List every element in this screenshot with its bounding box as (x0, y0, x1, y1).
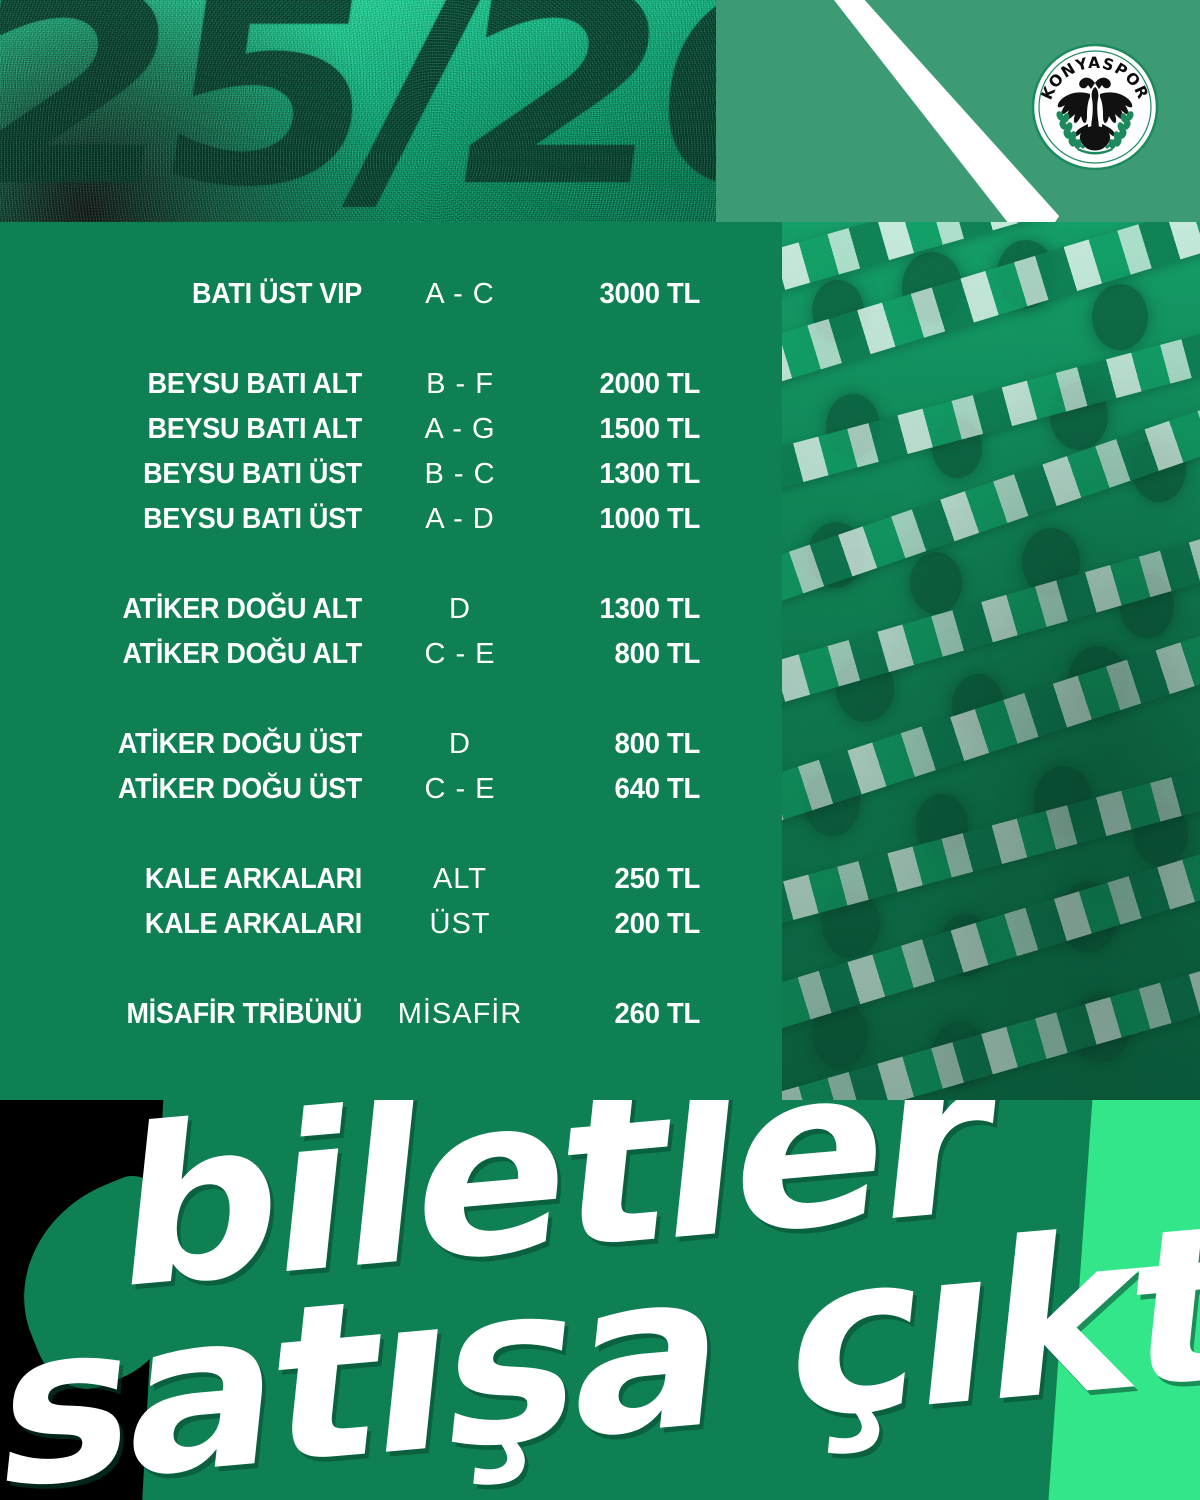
stand-name: MİSAFİR TRİBÜNÜ (126, 998, 362, 1030)
stand-name: KALE ARKALARI (144, 908, 362, 940)
stand-name: ATİKER DOĞU ALT (122, 593, 362, 625)
table-row: ATİKER DOĞU ÜST D 800 TL (0, 722, 782, 767)
table-row: BEYSU BATI ALT B - F 2000 TL (0, 362, 782, 407)
price-value: 1300 TL (599, 593, 701, 625)
price-group-4: KALE ARKALARI ALT 250 TL KALE ARKALARI Ü… (0, 857, 782, 947)
block-label: MİSAFİR (397, 998, 523, 1030)
price-value: 200 TL (614, 908, 701, 940)
price-value: 800 TL (614, 728, 701, 760)
wheat-icon (1056, 111, 1134, 155)
spacer (0, 222, 782, 272)
price-value: 640 TL (614, 773, 701, 805)
price-panel: BATI ÜST VIP A - C 3000 TL BEYSU BATI AL… (0, 222, 782, 1100)
price-table: BATI ÜST VIP A - C 3000 TL BEYSU BATI AL… (0, 222, 782, 1100)
photo-green-tint (782, 222, 1200, 1100)
stand-name: KALE ARKALARI (144, 863, 362, 895)
season-label: 25/26 (0, 0, 716, 222)
header-band: 25/26 KONYASPOR (0, 0, 1200, 222)
price-value: 2000 TL (599, 368, 701, 400)
block-label: B - F (426, 368, 494, 400)
stand-name: BEYSU BATI ÜST (143, 458, 362, 490)
stand-name: ATİKER DOĞU ÜST (117, 773, 362, 805)
stand-name: BEYSU BATI ÜST (143, 503, 362, 535)
price-value: 3000 TL (599, 278, 701, 310)
price-value: 1500 TL (599, 413, 701, 445)
stand-name: ATİKER DOĞU ALT (122, 638, 362, 670)
block-label: C - E (424, 773, 496, 805)
price-group-5: MİSAFİR TRİBÜNÜ MİSAFİR 260 TL (0, 992, 782, 1037)
price-value: 1000 TL (599, 503, 701, 535)
stand-name: ATİKER DOĞU ÜST (117, 728, 362, 760)
stand-name: BEYSU BATI ALT (147, 413, 363, 445)
table-row: KALE ARKALARI ÜST 200 TL (0, 902, 782, 947)
block-label: ALT (432, 863, 488, 895)
price-group-0: BATI ÜST VIP A - C 3000 TL (0, 272, 782, 317)
price-value: 250 TL (614, 863, 701, 895)
price-value: 1300 TL (599, 458, 701, 490)
table-row: BEYSU BATI ÜST B - C 1300 TL (0, 452, 782, 497)
spacer (0, 317, 782, 362)
crest-icon: KONYASPOR (1031, 43, 1159, 171)
crest-year: 1922 (1082, 135, 1107, 146)
table-row: KALE ARKALARI ALT 250 TL (0, 857, 782, 902)
table-row: BEYSU BATI ALT A - G 1500 TL (0, 407, 782, 452)
table-row: BATI ÜST VIP A - C 3000 TL (0, 272, 782, 317)
season-block: 25/26 (0, 0, 716, 222)
price-group-1: BEYSU BATI ALT B - F 2000 TL BEYSU BATI … (0, 362, 782, 542)
block-label: A - D (425, 503, 495, 535)
block-label: D (449, 593, 471, 625)
table-row: ATİKER DOĞU ALT D 1300 TL (0, 587, 782, 632)
stand-name: BEYSU BATI ALT (147, 368, 363, 400)
block-label: ÜST (429, 908, 491, 940)
block-label: C - E (424, 638, 496, 670)
table-row: ATİKER DOĞU ÜST C - E 640 TL (0, 767, 782, 812)
spacer (0, 677, 782, 722)
fans-photo (782, 222, 1200, 1100)
price-value: 260 TL (614, 998, 701, 1030)
spacer (0, 947, 782, 992)
block-label: B - C (424, 458, 496, 490)
price-value: 800 TL (614, 638, 701, 670)
block-label: D (449, 728, 471, 760)
spacer (0, 542, 782, 587)
price-group-3: ATİKER DOĞU ÜST D 800 TL ATİKER DOĞU ÜST… (0, 722, 782, 812)
table-row: MİSAFİR TRİBÜNÜ MİSAFİR 260 TL (0, 992, 782, 1037)
spacer (0, 812, 782, 857)
konyaspor-crest: KONYASPOR (1030, 42, 1160, 172)
price-group-2: ATİKER DOĞU ALT D 1300 TL ATİKER DOĞU AL… (0, 587, 782, 677)
table-row: BEYSU BATI ÜST A - D 1000 TL (0, 497, 782, 542)
table-row: ATİKER DOĞU ALT C - E 800 TL (0, 632, 782, 677)
eagle-icon (1057, 77, 1133, 151)
stand-name: BATI ÜST VIP (192, 278, 362, 310)
block-label: A - C (425, 278, 495, 310)
announcement-banner: biletler satışa çıktı (0, 1100, 1200, 1500)
block-label: A - G (424, 413, 496, 445)
